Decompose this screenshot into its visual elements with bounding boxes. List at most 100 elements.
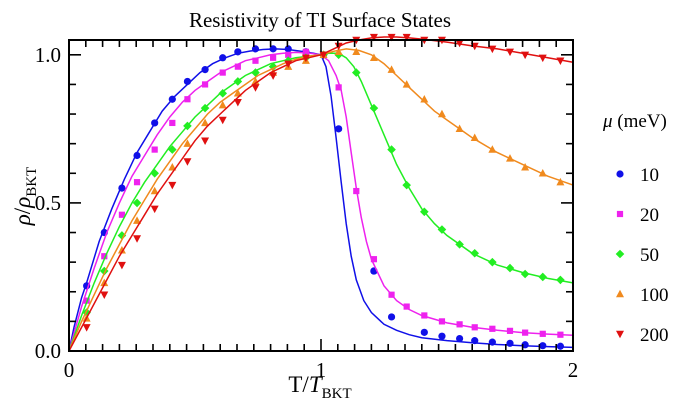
data-point	[133, 151, 141, 160]
data-point	[133, 179, 141, 186]
ticks-layer: 0 1 2 0.0 0.5 1.0	[35, 40, 579, 382]
data-point	[100, 291, 109, 300]
data-point	[233, 77, 243, 86]
data-point	[285, 51, 292, 58]
legend-marker	[616, 170, 624, 178]
data-point	[387, 145, 396, 154]
data-point	[251, 68, 260, 77]
data-point	[234, 48, 242, 56]
data-point	[420, 207, 429, 217]
data-point	[471, 324, 478, 331]
data-point	[506, 339, 514, 347]
legend-label: 10	[640, 165, 659, 186]
data-point	[470, 133, 479, 141]
y-tick-label: 0.5	[35, 191, 61, 215]
data-point	[269, 72, 278, 80]
legend-label: 100	[640, 285, 669, 306]
data-point	[455, 240, 464, 249]
data-point	[234, 63, 241, 70]
data-point	[521, 163, 530, 171]
data-point	[455, 124, 464, 133]
data-point	[387, 313, 396, 321]
data-point	[402, 180, 411, 190]
data-point	[219, 69, 226, 76]
data-point	[556, 275, 565, 285]
data-point	[251, 77, 260, 85]
data-point	[538, 168, 547, 177]
data-point	[556, 57, 565, 66]
data-point	[402, 80, 411, 88]
data-point	[402, 33, 411, 42]
data-point	[403, 303, 410, 310]
data-point	[150, 168, 159, 178]
data-point	[420, 328, 428, 336]
data-point	[183, 158, 192, 166]
series-100	[68, 47, 574, 352]
data-point	[557, 331, 564, 338]
plot-frame	[68, 39, 574, 352]
data-point	[151, 119, 159, 127]
data-point	[488, 145, 497, 153]
data-point	[117, 231, 127, 240]
x-tick-label: 0	[64, 358, 75, 382]
data-point	[539, 342, 547, 350]
data-point	[218, 116, 227, 125]
data-point	[437, 109, 446, 118]
data-point	[269, 45, 277, 53]
series-10	[68, 45, 574, 352]
legend-marker	[615, 249, 625, 259]
data-point	[100, 278, 109, 287]
data-point	[252, 57, 259, 64]
data-point	[470, 248, 480, 258]
series-line	[68, 36, 574, 352]
legend-label: 50	[640, 245, 659, 266]
data-point	[284, 60, 293, 68]
data-point	[520, 269, 530, 279]
legend-marker	[616, 289, 624, 298]
data-point	[539, 330, 546, 337]
data-point	[201, 137, 210, 146]
data-point	[488, 338, 496, 346]
data-point	[456, 334, 464, 343]
data-point	[82, 324, 91, 332]
data-point	[151, 146, 158, 153]
series-200	[68, 33, 574, 352]
data-point	[538, 272, 548, 282]
data-point	[521, 51, 530, 60]
data-point	[218, 89, 228, 98]
data-point	[183, 139, 192, 147]
x-axis-title: T/TBKT	[288, 372, 351, 402]
legend: μ (meV) 10 20 50 100 200	[602, 111, 669, 346]
y-tick-label: 1.0	[35, 43, 61, 67]
data-point	[456, 321, 463, 328]
data-point	[438, 318, 446, 325]
legend-label: 20	[640, 205, 659, 226]
series-line	[68, 51, 574, 352]
y-axis-title: ρ/ρBKT	[10, 167, 40, 226]
data-point	[489, 325, 496, 332]
data-point	[233, 99, 242, 107]
data-point	[219, 54, 227, 62]
data-point	[522, 329, 529, 336]
series-line	[68, 48, 574, 352]
data-point	[132, 198, 142, 208]
legend-title: μ (meV)	[602, 111, 667, 132]
data-point	[335, 84, 342, 91]
chart-title: Resistivity of TI Surface States	[189, 8, 451, 32]
data-point	[334, 42, 343, 51]
data-point	[335, 125, 343, 133]
data-point	[117, 245, 126, 254]
x-tick-label: 2	[568, 358, 579, 382]
data-point	[505, 263, 515, 273]
data-point	[387, 33, 396, 42]
data-point	[101, 253, 108, 260]
data-point	[270, 54, 277, 61]
data-point	[420, 94, 429, 103]
data-point	[353, 187, 360, 195]
data-point	[369, 103, 379, 113]
legend-label: 200	[640, 325, 669, 346]
data-point	[438, 332, 446, 340]
data-point	[556, 177, 565, 186]
data-point	[183, 77, 192, 86]
